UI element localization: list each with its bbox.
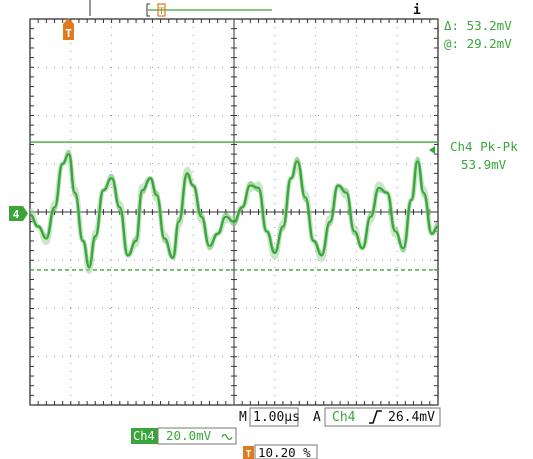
svg-text:4: 4 — [13, 208, 20, 221]
measurement-label: Ch4 Pk-Pk — [450, 139, 518, 154]
timebase-box[interactable] — [249, 407, 299, 427]
trigger-level: 26.4mV — [388, 410, 435, 425]
ch4-label-box[interactable] — [131, 428, 158, 444]
measurement-value: 53.9mV — [461, 157, 507, 172]
cursor-arrow-icon — [429, 146, 435, 154]
svg-text:T: T — [159, 7, 165, 17]
timebase-value: 1.00μs — [253, 410, 300, 425]
top-cursor-marker: i — [413, 3, 421, 18]
trigger-time-marker-icon: T — [63, 18, 74, 40]
ch4-waveform — [28, 149, 439, 275]
trigger-percent-value: 10.20 % — [258, 445, 311, 459]
svg-text:T: T — [65, 27, 72, 40]
ch4-ground-marker[interactable]: 4 — [9, 206, 28, 221]
trigger-position-bar: T — [146, 3, 272, 17]
trigger-percent-box[interactable] — [254, 444, 318, 459]
cursor-at-readout: @: 29.2mV — [444, 36, 512, 51]
trigger-mode: A — [313, 410, 321, 425]
trigger-position-icon: T — [157, 3, 166, 17]
svg-text:T: T — [245, 449, 251, 459]
timebase-prefix: M — [239, 410, 247, 425]
waveform-trace — [29, 152, 439, 269]
cursor-delta-readout: Δ: 53.2mV — [444, 18, 512, 33]
graticule — [29, 18, 439, 406]
horizontal-cursors[interactable] — [30, 141, 438, 271]
ch4-label: Ch4 — [133, 429, 155, 443]
trigger-percent-marker-icon: T — [243, 446, 254, 459]
ac-coupling-icon — [221, 433, 233, 441]
trigger-source: Ch4 — [332, 410, 356, 425]
rising-edge-icon — [369, 410, 382, 424]
trigger-readout-box[interactable] — [324, 407, 441, 427]
vertical-scale-value: 20.0mV — [166, 428, 212, 443]
vertical-scale-box[interactable] — [157, 427, 237, 445]
